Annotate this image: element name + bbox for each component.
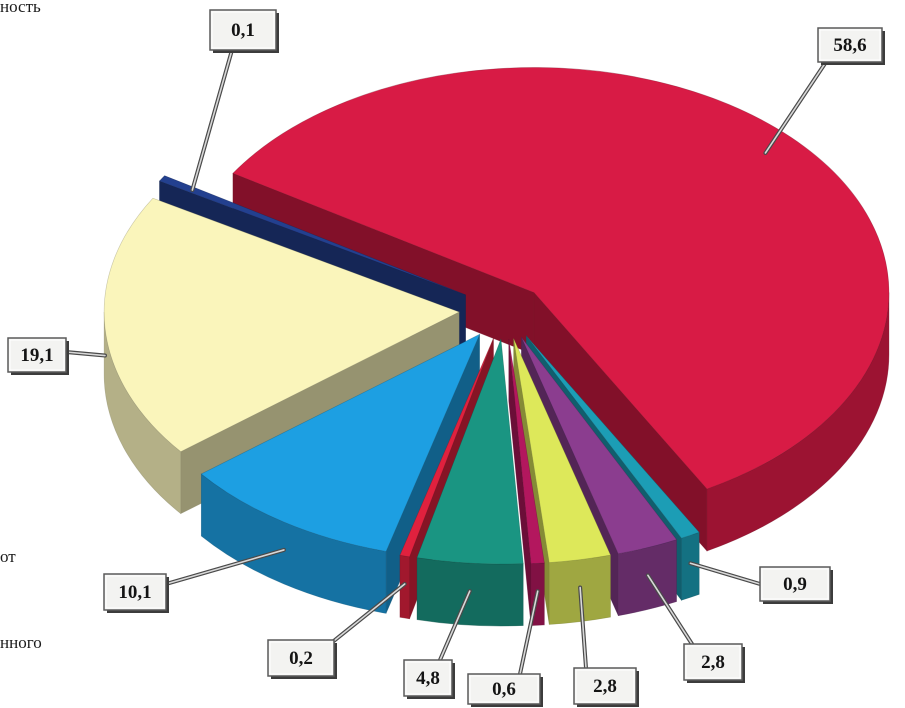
value-label-box bbox=[209, 9, 277, 51]
value-label-text: 10,1 bbox=[118, 582, 151, 603]
value-label: 2,8 bbox=[683, 643, 745, 683]
value-label-box bbox=[759, 566, 831, 602]
slice-top bbox=[416, 338, 524, 565]
value-label: 0,2 bbox=[267, 639, 337, 679]
value-label-box bbox=[267, 639, 335, 677]
value-label-box bbox=[103, 573, 167, 611]
value-label: 0,6 bbox=[467, 673, 543, 707]
value-label-text: 0,2 bbox=[289, 648, 313, 669]
leader-line bbox=[763, 60, 828, 155]
leader-line bbox=[328, 581, 407, 646]
value-label-text: 19,1 bbox=[20, 345, 53, 366]
value-label: 10,1 bbox=[103, 573, 169, 613]
value-label: 0,1 bbox=[209, 9, 279, 53]
slice-top bbox=[513, 338, 611, 563]
slice-top bbox=[508, 339, 545, 564]
legend-fragment-bottom: нного bbox=[0, 633, 42, 652]
value-label: 19,1 bbox=[7, 337, 69, 375]
slice-top bbox=[521, 337, 678, 555]
value-label-box bbox=[7, 337, 67, 373]
value-label-box bbox=[403, 659, 453, 697]
leader-line bbox=[688, 561, 762, 586]
value-label-text: 0,1 bbox=[231, 20, 255, 41]
leader-line bbox=[518, 589, 540, 676]
value-label-text: 4,8 bbox=[416, 668, 440, 689]
value-label-text: 0,9 bbox=[783, 574, 807, 595]
slice-top bbox=[103, 197, 460, 453]
value-label-text: 0,6 bbox=[492, 679, 516, 700]
value-label-box bbox=[817, 27, 883, 63]
legend-fragment-middle: от bbox=[0, 547, 16, 566]
value-label: 2,8 bbox=[573, 667, 639, 707]
value-label-box bbox=[573, 667, 637, 705]
value-label: 4,8 bbox=[403, 659, 455, 699]
slice-top bbox=[200, 333, 481, 552]
value-label-text: 58,6 bbox=[833, 35, 866, 56]
value-label-text: 2,8 bbox=[593, 676, 617, 697]
leader-line bbox=[438, 589, 472, 662]
slice-top bbox=[399, 338, 494, 558]
leader-line bbox=[190, 48, 234, 192]
leader-line bbox=[645, 573, 694, 646]
leader-line bbox=[578, 585, 588, 670]
value-label-text: 2,8 bbox=[701, 652, 725, 673]
value-label-box bbox=[467, 673, 541, 705]
leader-line bbox=[64, 350, 107, 358]
slice-top bbox=[232, 67, 890, 490]
value-label: 58,6 bbox=[817, 27, 885, 65]
slice-top bbox=[158, 175, 466, 296]
value-label: 0,9 bbox=[759, 566, 833, 604]
pie-slice bbox=[513, 338, 611, 625]
leader-line bbox=[164, 547, 286, 586]
legend-fragment-top: ность bbox=[0, 0, 41, 16]
slice-top bbox=[526, 335, 700, 539]
value-label-box bbox=[683, 643, 743, 681]
